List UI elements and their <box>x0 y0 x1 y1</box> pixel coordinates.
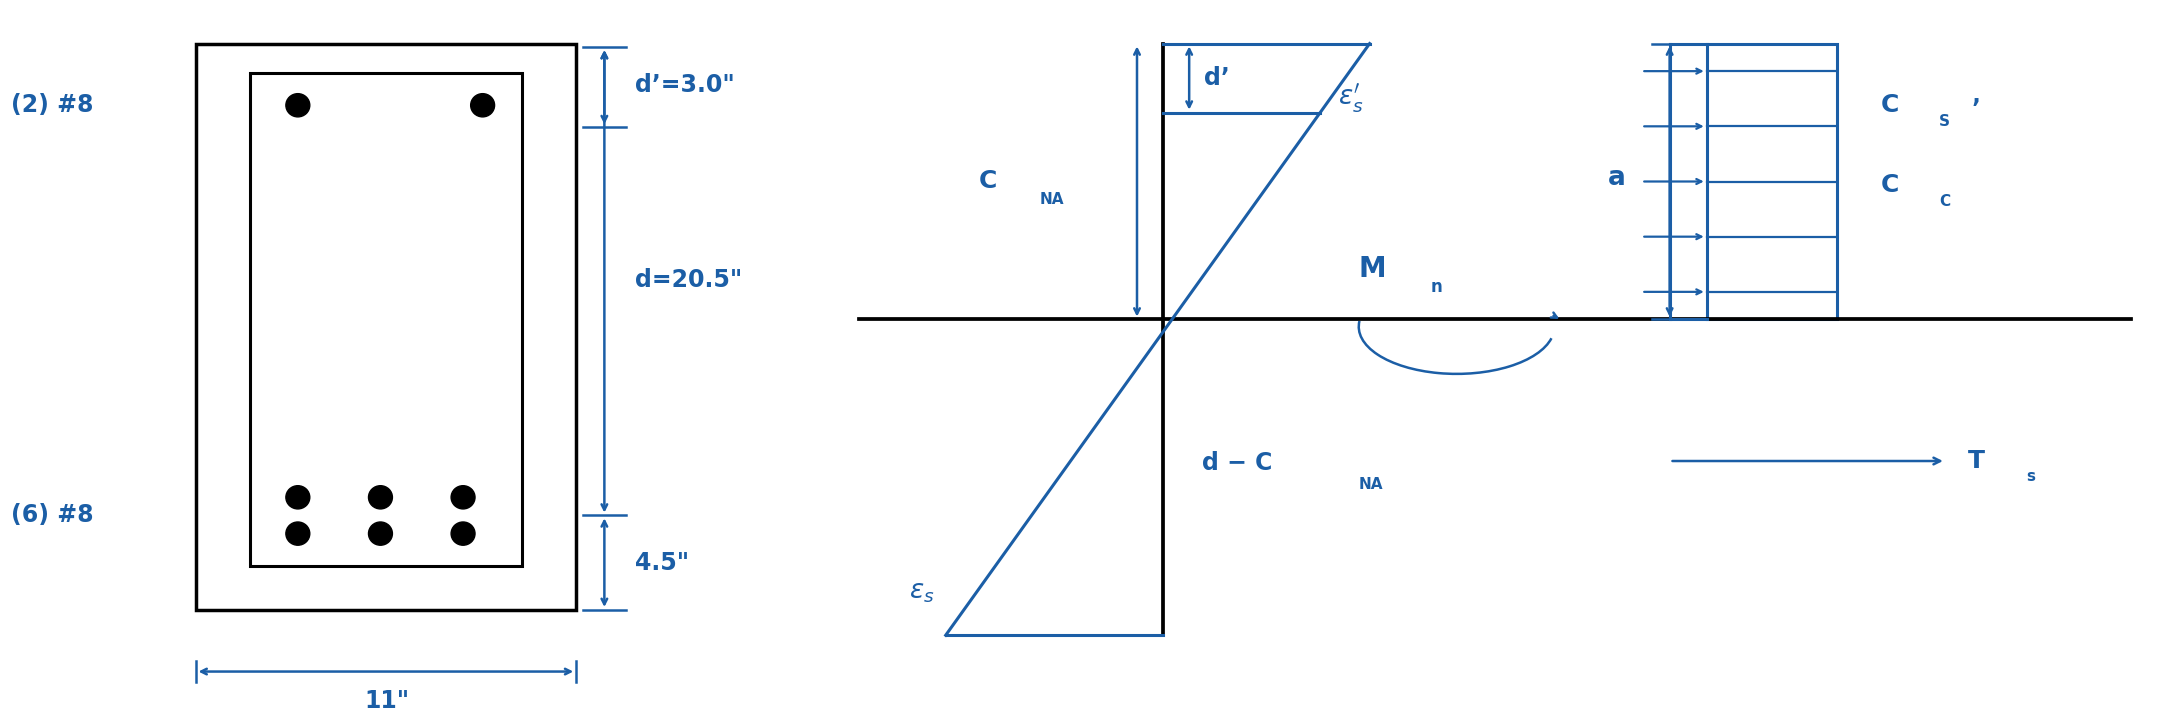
Text: d=20.5": d=20.5" <box>635 267 741 292</box>
Ellipse shape <box>367 522 391 545</box>
Bar <box>196 44 576 610</box>
Text: NA: NA <box>1359 477 1383 492</box>
Text: C: C <box>1881 93 1898 118</box>
Text: T: T <box>1967 449 1985 473</box>
Ellipse shape <box>287 522 311 545</box>
Text: n: n <box>1430 278 1441 295</box>
Ellipse shape <box>470 94 493 117</box>
Text: (2) #8: (2) #8 <box>11 93 93 118</box>
Ellipse shape <box>367 486 391 509</box>
Text: d’=3.0": d’=3.0" <box>635 73 735 97</box>
Ellipse shape <box>452 522 474 545</box>
Text: C: C <box>1939 194 1950 208</box>
Ellipse shape <box>287 94 311 117</box>
Text: s: s <box>2026 470 2035 484</box>
Text: M: M <box>1359 255 1387 282</box>
Text: d’: d’ <box>1204 66 1230 90</box>
Text: (6) #8: (6) #8 <box>11 503 93 528</box>
Text: C: C <box>978 169 996 194</box>
Ellipse shape <box>452 486 474 509</box>
Text: 4.5": 4.5" <box>635 550 689 575</box>
Text: d − C: d − C <box>1202 451 1272 475</box>
Text: a: a <box>1609 165 1626 191</box>
Text: C: C <box>1881 173 1898 197</box>
Text: S: S <box>1939 114 1950 129</box>
Bar <box>1707 44 1837 319</box>
Text: $\varepsilon_s$: $\varepsilon_s$ <box>909 579 935 605</box>
Ellipse shape <box>287 486 311 509</box>
Text: $\varepsilon_s'$: $\varepsilon_s'$ <box>1337 81 1363 115</box>
Text: 11": 11" <box>365 688 409 713</box>
Text: ’: ’ <box>1972 97 1981 121</box>
Text: NA: NA <box>1039 192 1063 207</box>
Bar <box>250 73 522 566</box>
